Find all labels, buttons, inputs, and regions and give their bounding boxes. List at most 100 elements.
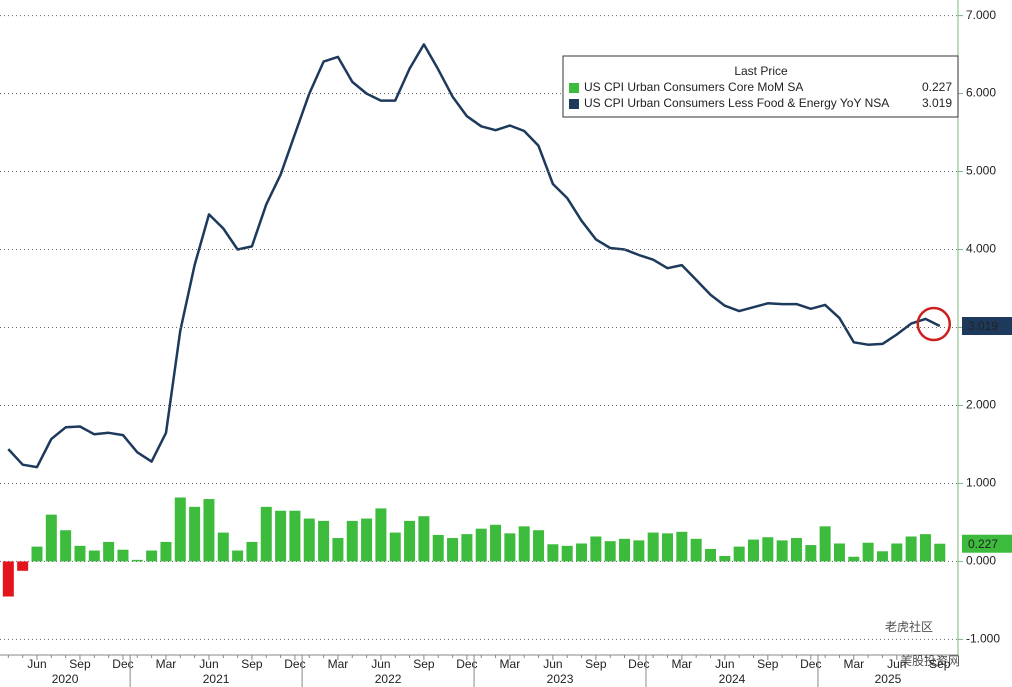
bar xyxy=(604,541,616,562)
bar xyxy=(117,549,129,562)
bar xyxy=(74,545,86,562)
legend-value: 0.227 xyxy=(922,80,952,94)
x-tick-label: Jun xyxy=(199,657,218,671)
y-tick-label: 4.000 xyxy=(966,242,996,256)
bar xyxy=(747,539,759,562)
bar xyxy=(246,541,258,562)
bar xyxy=(232,550,244,562)
bar xyxy=(31,546,43,562)
bar xyxy=(346,520,358,562)
x-tick-label: Sep xyxy=(757,657,779,671)
bar xyxy=(375,508,387,562)
bar xyxy=(619,538,631,562)
x-tick-label: Dec xyxy=(284,657,305,671)
year-label: 2023 xyxy=(547,672,574,686)
legend-label: US CPI Urban Consumers Core MoM SA xyxy=(584,80,803,94)
bar xyxy=(790,538,802,562)
bar xyxy=(361,518,373,562)
x-tick-label: Jun xyxy=(27,657,46,671)
bar xyxy=(318,520,330,562)
x-tick-label: Mar xyxy=(843,657,864,671)
bar xyxy=(60,530,72,562)
bar xyxy=(705,548,716,562)
bar xyxy=(633,540,645,562)
x-tick-label: Dec xyxy=(628,657,649,671)
bar xyxy=(88,550,100,562)
bar xyxy=(762,537,774,562)
bar xyxy=(45,514,57,562)
bar xyxy=(131,559,143,562)
x-tick-label: Jun xyxy=(371,657,390,671)
bar xyxy=(533,530,545,562)
highlight-circle xyxy=(916,306,952,342)
bar xyxy=(919,534,931,562)
bar xyxy=(905,536,917,562)
y-tick-label: 1.000 xyxy=(966,476,996,490)
bar xyxy=(819,526,831,562)
legend-title: Last Price xyxy=(734,64,788,78)
y-tick-label: 5.000 xyxy=(966,164,996,178)
x-tick-label: Sep xyxy=(241,657,263,671)
bar xyxy=(260,506,272,562)
bar xyxy=(676,531,688,562)
x-tick-label: Sep xyxy=(413,657,435,671)
bar xyxy=(590,536,602,562)
y-tick-label: 2.000 xyxy=(966,398,996,412)
x-tick-label: Mar xyxy=(328,657,349,671)
x-tick-label: Jun xyxy=(543,657,562,671)
bar xyxy=(289,510,301,562)
x-tick-label: Mar xyxy=(156,657,177,671)
y-tick-label: 7.000 xyxy=(966,8,996,22)
bar xyxy=(776,540,788,562)
bar xyxy=(275,510,287,562)
x-tick-label: Mar xyxy=(500,657,521,671)
bar xyxy=(561,545,573,562)
bar xyxy=(2,561,14,597)
x-tick-label: Dec xyxy=(800,657,821,671)
bar xyxy=(876,551,888,562)
watermark: 老虎社区 xyxy=(885,619,933,634)
bar xyxy=(217,532,229,562)
y-tick-label: 0.000 xyxy=(966,554,996,568)
bar xyxy=(146,550,158,562)
bar xyxy=(174,497,186,562)
bar xyxy=(690,538,702,562)
bar xyxy=(518,526,530,562)
bar xyxy=(447,538,459,562)
x-tick-label: Sep xyxy=(929,657,951,671)
x-tick-label: Sep xyxy=(69,657,91,671)
legend-swatch xyxy=(569,99,579,109)
last-tag-label: 3.019 xyxy=(968,319,998,333)
legend-label: US CPI Urban Consumers Less Food & Energ… xyxy=(584,96,889,110)
bar xyxy=(461,534,473,562)
year-label: 2022 xyxy=(375,672,402,686)
bar xyxy=(662,533,674,562)
bar xyxy=(389,532,401,562)
year-label: 2020 xyxy=(52,672,79,686)
bar xyxy=(719,555,731,562)
bar xyxy=(189,506,201,562)
bar xyxy=(733,546,745,562)
bar xyxy=(862,542,874,562)
last-tag xyxy=(962,534,1012,553)
bar xyxy=(805,545,817,562)
bar xyxy=(475,528,487,562)
legend-swatch xyxy=(569,83,579,93)
bar xyxy=(160,541,172,562)
line xyxy=(7,43,941,469)
x-tick-label: Jun xyxy=(887,657,906,671)
bar xyxy=(404,520,416,562)
y-tick-label: -1.000 xyxy=(966,632,1000,646)
x-tick-label: Dec xyxy=(112,657,133,671)
bar xyxy=(490,524,502,562)
bar xyxy=(833,543,845,562)
year-label: 2021 xyxy=(203,672,230,686)
y-tick-label: 6.000 xyxy=(966,86,996,100)
bar xyxy=(891,543,903,562)
bar xyxy=(547,544,559,562)
bar xyxy=(17,561,29,571)
plot xyxy=(2,43,946,597)
x-tick-label: Mar xyxy=(672,657,693,671)
x-tick-label: Jun xyxy=(715,657,734,671)
